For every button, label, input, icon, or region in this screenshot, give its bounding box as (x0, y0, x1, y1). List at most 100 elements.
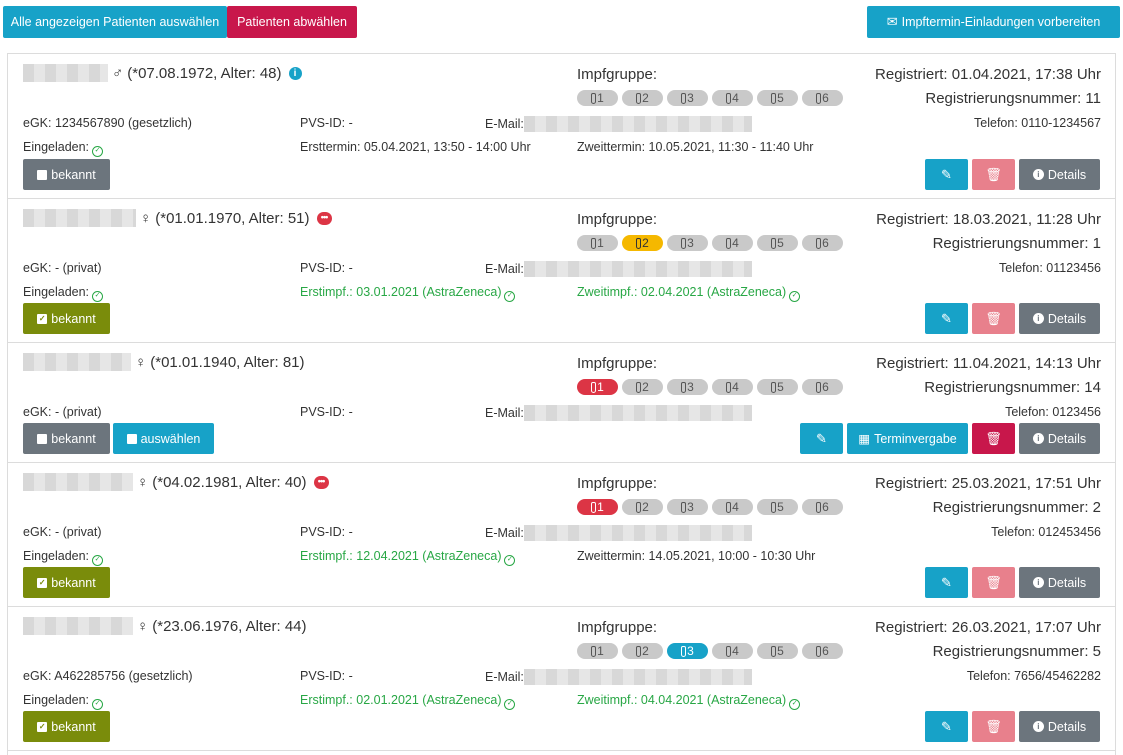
delete-button[interactable]: 🗑 (972, 423, 1015, 454)
edit-button[interactable]: ✎ (925, 711, 968, 742)
patient-name-redacted (23, 64, 108, 82)
known-toggle-button[interactable]: bekannt (23, 159, 110, 190)
vaccination-group-number: 5 (777, 644, 784, 658)
edit-button[interactable]: ✎ (800, 423, 843, 454)
known-toggle-button[interactable]: ✓ bekannt (23, 567, 110, 598)
vaccination-group-number: 2 (642, 380, 649, 394)
email: E-Mail: (485, 261, 752, 277)
thermometer-icon (681, 645, 687, 657)
card-left-actions: bekannt (23, 159, 110, 190)
patient-header: ♂ (*07.08.1972, Alter: 48) i (23, 64, 302, 82)
appointment-label: Terminvergabe (874, 431, 957, 446)
card-left-actions: ✓ bekannt (23, 567, 110, 598)
checkbox-empty-icon (126, 433, 137, 444)
email-label: E-Mail: (485, 526, 524, 540)
details-button[interactable]: i Details (1019, 159, 1100, 190)
patient-name-redacted (23, 209, 136, 227)
prepare-invitations-button[interactable]: ✉ Impftermin-Einladungen vorbereiten (867, 6, 1120, 38)
known-toggle-button[interactable]: bekannt (23, 423, 110, 454)
check-circle-icon: ✓ (789, 291, 801, 302)
vaccination-group-number: 4 (732, 380, 739, 394)
vaccination-group-label: Impfgruppe: (577, 475, 658, 492)
appointment-button[interactable]: ▦ Terminvergabe (847, 423, 968, 454)
edit-button[interactable]: ✎ (925, 303, 968, 334)
edit-button[interactable]: ✎ (925, 567, 968, 598)
thermometer-icon (816, 92, 822, 104)
trash-icon: 🗑 (985, 166, 1002, 182)
details-label: Details (1047, 719, 1087, 734)
check-circle-icon: ✓ (504, 555, 516, 566)
email-redacted (523, 405, 752, 421)
prepare-invitations-label: Impftermin-Einladungen vorbereiten (901, 15, 1101, 29)
delete-button[interactable]: 🗑 (972, 159, 1015, 190)
invited-status: Eingeladen: ✓ (23, 140, 104, 157)
vaccination-group-3-badge: 3 (667, 643, 708, 659)
thermometer-icon (681, 381, 687, 393)
comment-icon[interactable]: ••• (313, 475, 329, 489)
delete-button[interactable]: 🗑 (972, 567, 1015, 598)
card-right-actions: ✎ ▦ Terminvergabe 🗑 i Details (800, 423, 1100, 454)
thermometer-icon (636, 501, 642, 513)
vaccination-group-badges: 1 2 3 4 5 6 (577, 499, 843, 515)
phone-number: Telefon: 012453456 (991, 525, 1101, 539)
thermometer-icon (816, 381, 822, 393)
patient-name-redacted (23, 473, 133, 491)
registration-number: Registrierungsnummer: 2 (932, 499, 1101, 516)
trash-icon: 🗑 (985, 718, 1002, 734)
vaccination-group-number: 4 (732, 644, 739, 658)
known-toggle-button[interactable]: ✓ bekannt (23, 303, 110, 334)
thermometer-icon (591, 645, 597, 657)
vaccination-group-number: 3 (687, 236, 694, 250)
email-redacted (523, 116, 752, 132)
thermometer-icon (816, 645, 822, 657)
vaccination-group-label: Impfgruppe: (577, 355, 658, 372)
deselect-patients-button[interactable]: Patienten abwählen (227, 6, 357, 38)
vaccination-group-3-badge: 3 (667, 90, 708, 106)
delete-button[interactable]: 🗑 (972, 303, 1015, 334)
vaccination-group-3-badge: 3 (667, 379, 708, 395)
details-button[interactable]: i Details (1019, 303, 1100, 334)
details-button[interactable]: i Details (1019, 567, 1100, 598)
vaccination-group-1-badge: 1 (577, 90, 618, 106)
thermometer-icon (726, 645, 732, 657)
info-icon[interactable]: i (288, 66, 302, 80)
vaccination-group-badges: 1 2 3 4 5 6 (577, 643, 843, 659)
phone-number: Telefon: 0110-1234567 (974, 116, 1101, 130)
checkbox-checked-icon: ✓ (37, 313, 48, 324)
info-circle-icon: i (1032, 721, 1044, 732)
envelope-icon: ✉ (886, 14, 898, 29)
vaccination-group-number: 6 (822, 644, 829, 658)
thermometer-icon (726, 92, 732, 104)
vaccination-group-number: 5 (777, 91, 784, 105)
first-vaccination: Erstimpf.: 02.01.2021 (AstraZeneca) ✓ (300, 693, 516, 710)
vaccination-group-number: 5 (777, 236, 784, 250)
details-label: Details (1047, 167, 1087, 182)
delete-button[interactable]: 🗑 (972, 711, 1015, 742)
details-button[interactable]: i Details (1019, 423, 1100, 454)
vaccination-group-4-badge: 4 (712, 90, 753, 106)
first-vaccination: Erstimpf.: 12.04.2021 (AstraZeneca) ✓ (300, 549, 516, 566)
registered-date: Registriert: 11.04.2021, 14:13 Uhr (876, 355, 1101, 372)
patient-card: ♀ (*01.01.1940, Alter: 81) Impfgruppe: 1… (7, 342, 1116, 462)
phone-number: Telefon: 01123456 (999, 261, 1101, 275)
known-toggle-button[interactable]: ✓ bekannt (23, 711, 110, 742)
thermometer-icon (726, 237, 732, 249)
vaccination-group-number: 6 (822, 236, 829, 250)
pvs-id: PVS-ID: - (300, 525, 353, 539)
vaccination-group-2-badge: 2 (622, 643, 663, 659)
invited-label: Eingeladen: (23, 285, 90, 299)
comment-icon[interactable]: ••• (316, 211, 332, 225)
known-label: bekannt (51, 167, 96, 182)
email-redacted (523, 669, 752, 685)
select-patient-button[interactable]: auswählen (113, 423, 214, 454)
thermometer-icon (636, 381, 642, 393)
patient-birthdate: (*01.01.1970, Alter: 51) (155, 209, 310, 227)
registered-date: Registriert: 01.04.2021, 17:38 Uhr (875, 66, 1101, 83)
details-button[interactable]: i Details (1019, 711, 1100, 742)
first-vaccination-text: Erstimpf.: 03.01.2021 (AstraZeneca) (300, 285, 502, 299)
info-circle-icon: i (1032, 433, 1044, 444)
edit-icon: ✎ (816, 430, 827, 446)
edit-button[interactable]: ✎ (925, 159, 968, 190)
select-all-patients-button[interactable]: Alle angezeigen Patienten auswählen (3, 6, 227, 38)
vaccination-group-number: 1 (597, 644, 604, 658)
